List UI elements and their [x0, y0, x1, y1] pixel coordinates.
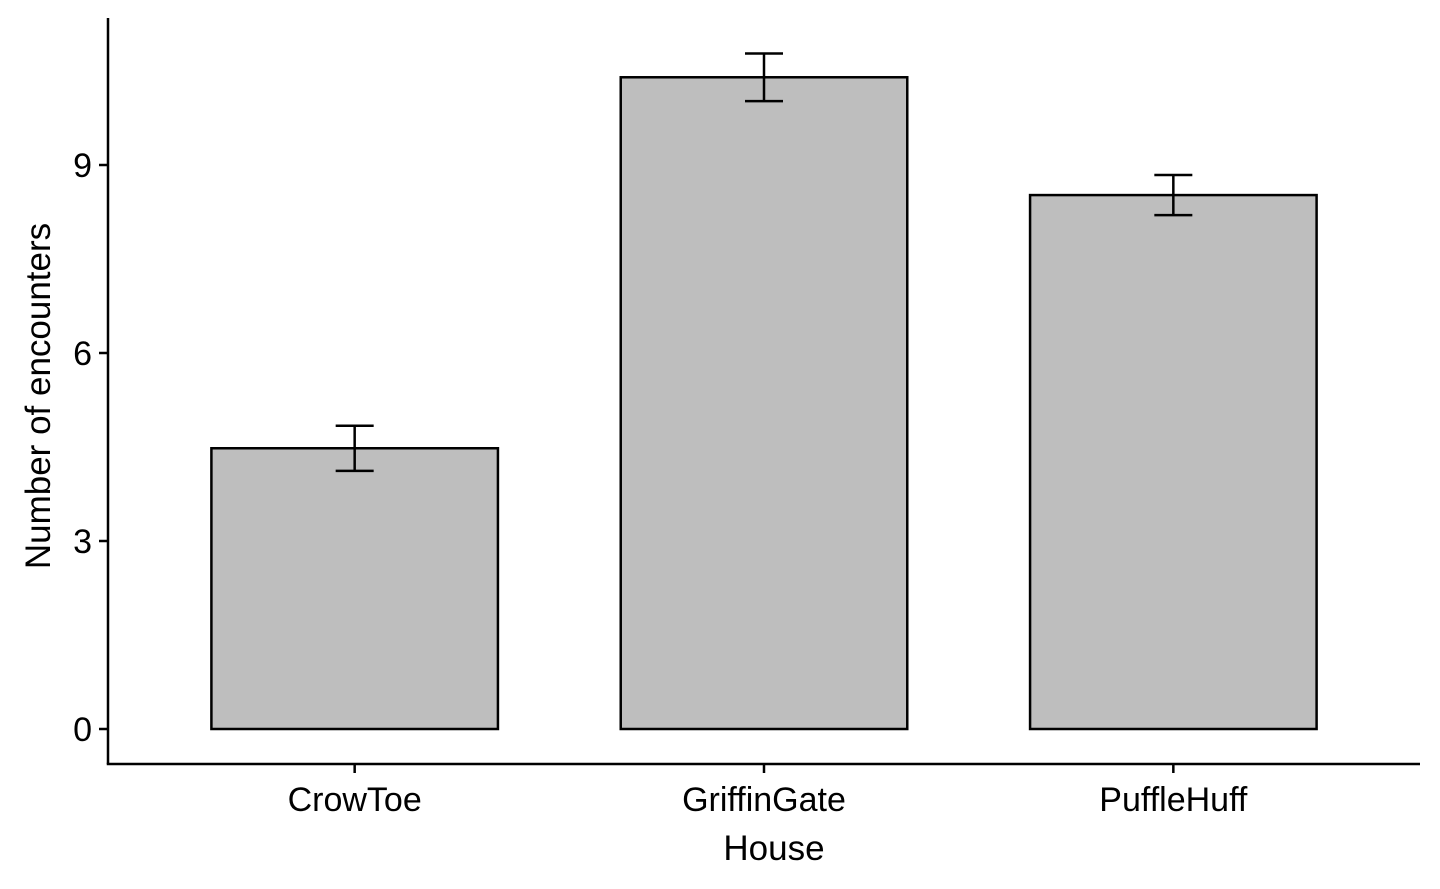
bar-crowtoe	[210, 447, 500, 731]
error-bar-griffingate	[745, 52, 783, 103]
error-bar-crowtoe	[335, 424, 374, 473]
error-bar-pufflehuff	[1154, 173, 1193, 217]
bar-griffingate	[619, 76, 909, 731]
x-axis-title: House	[723, 829, 824, 868]
y-tick-label: 0	[73, 711, 92, 749]
y-axis-title: Number of encounters	[19, 223, 58, 569]
y-tick-label: 3	[73, 523, 92, 561]
x-ticks-layer: CrowToe GriffinGate PuffleHuff	[288, 764, 1248, 819]
x-tick-label: GriffinGate	[682, 781, 846, 819]
bar-pufflehuff	[1028, 193, 1318, 731]
x-tick-label: PuffleHuff	[1099, 781, 1248, 819]
bars-layer	[210, 76, 1318, 731]
y-tick-label: 9	[73, 147, 92, 185]
x-tick-label: CrowToe	[288, 781, 422, 819]
y-tick-label: 6	[73, 335, 92, 373]
y-ticks-layer: 0 3 6 9	[73, 147, 108, 749]
error-bars-layer	[335, 52, 1193, 473]
